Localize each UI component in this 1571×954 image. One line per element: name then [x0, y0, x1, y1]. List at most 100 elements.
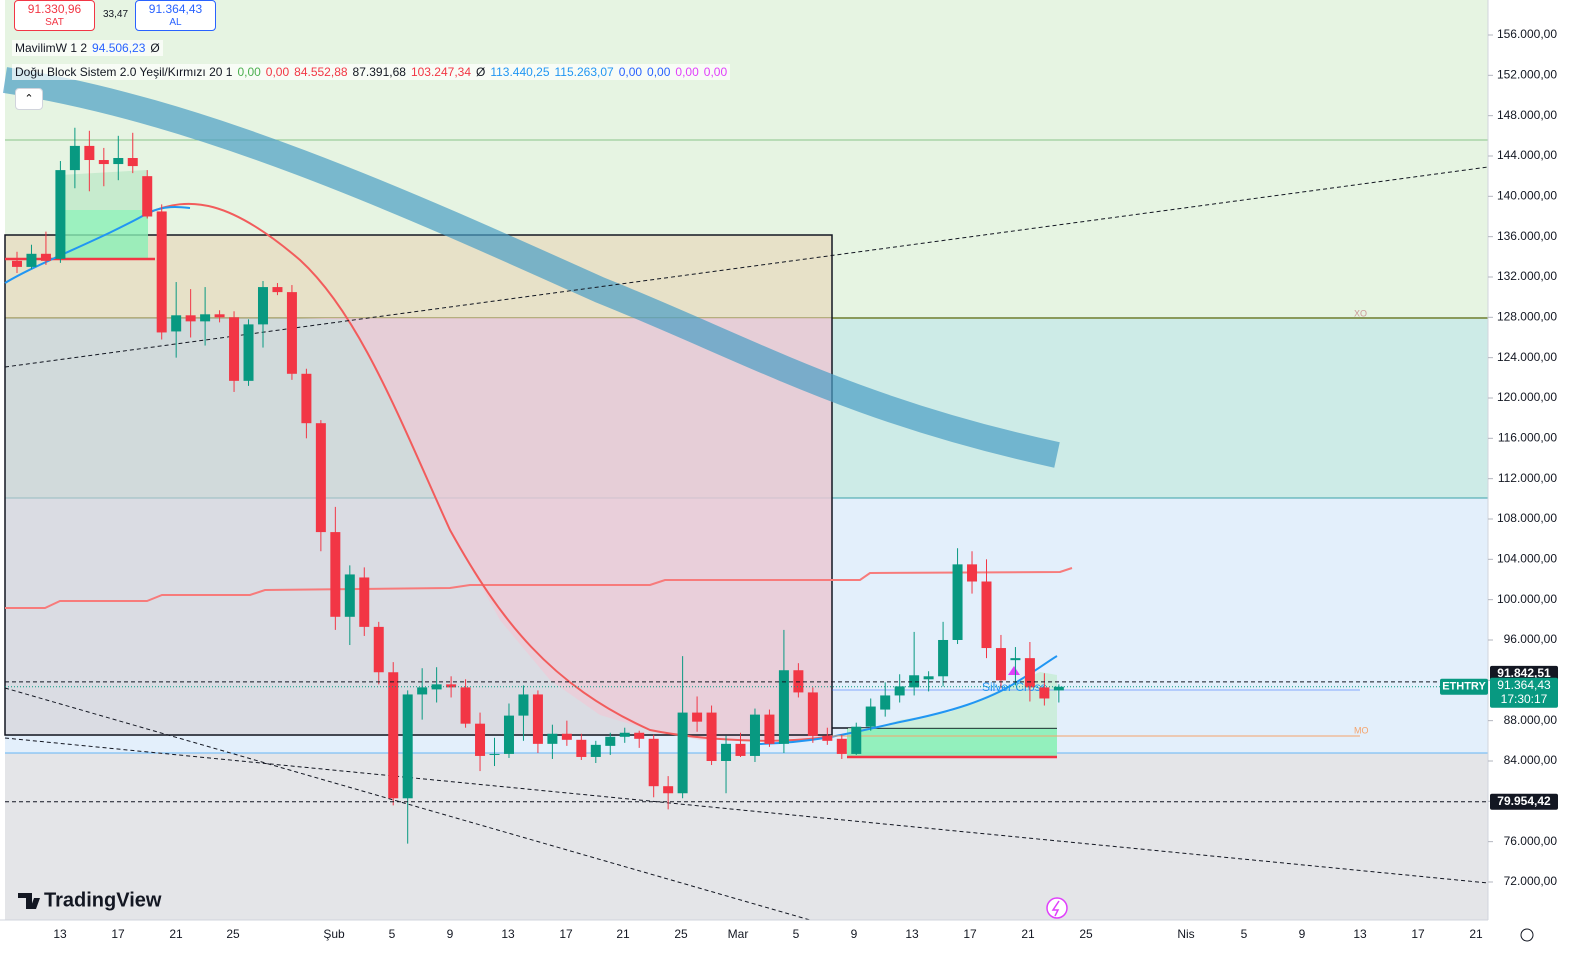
candle-body: [475, 723, 486, 756]
candle-body: [98, 160, 109, 165]
candle-body: [981, 581, 992, 649]
candle-body: [894, 686, 905, 696]
candle-body: [229, 317, 240, 381]
y-tick-label: 132.000,00: [1497, 269, 1557, 283]
candle-body: [851, 726, 862, 754]
x-tick-label: 25: [226, 927, 240, 941]
indicator-name: MavilimW 1 2: [15, 41, 88, 55]
x-tick-label: 21: [1021, 927, 1035, 941]
y-tick-label: 144.000,00: [1497, 148, 1557, 162]
candle-body: [156, 211, 167, 333]
y-tick-label: 124.000,00: [1497, 350, 1557, 364]
price-label-bg: [1490, 793, 1558, 810]
x-tick-label: Nis: [1177, 927, 1194, 941]
candle-body: [634, 732, 645, 739]
candle-body: [836, 738, 847, 754]
candle-body: [431, 684, 442, 690]
countdown: 17:30:17: [1501, 692, 1548, 706]
y-tick-label: 108.000,00: [1497, 511, 1557, 525]
y-tick-label: 84.000,00: [1504, 753, 1558, 767]
indicator-row: MavilimW 1 2 94.506,23 Ø: [12, 40, 163, 56]
candle-body: [663, 786, 674, 794]
candle-body: [40, 253, 51, 261]
candle-body: [1053, 686, 1064, 691]
candle-body: [778, 670, 789, 744]
candle-body: [677, 712, 688, 794]
sell-button[interactable]: 91.330,96 SAT: [14, 0, 95, 31]
candle-body: [692, 712, 703, 722]
candle-body: [749, 714, 760, 756]
indicator-value: 113.440,25: [490, 65, 550, 79]
candle-body: [503, 715, 514, 754]
candle-body: [315, 423, 326, 533]
indicator-value: 84.552,88: [294, 65, 348, 79]
candle-body: [721, 743, 732, 761]
y-tick-label: 152.000,00: [1497, 67, 1557, 81]
buy-button[interactable]: 91.364,43 AL: [135, 0, 216, 31]
candle-body: [489, 753, 500, 755]
symbol-label: ETHTRY: [1442, 681, 1486, 693]
settings-icon[interactable]: [1520, 928, 1534, 942]
buy-price: 91.364,43: [148, 2, 203, 16]
y-tick-label: 112.000,00: [1498, 471, 1557, 485]
candle-body: [402, 694, 413, 799]
x-tick-label: 13: [1353, 927, 1367, 941]
candle-body: [359, 577, 370, 627]
candle-body: [590, 744, 601, 757]
candle-body: [301, 373, 312, 424]
candle-body: [417, 687, 428, 695]
candle-body: [561, 733, 572, 740]
candle-body: [1024, 658, 1035, 688]
y-tick-label: 100.000,00: [1497, 592, 1557, 606]
candle-body: [257, 287, 268, 325]
candle-body: [518, 694, 529, 716]
candle-body: [995, 648, 1006, 681]
x-tick-label: 25: [674, 927, 688, 941]
price-label: 91.842,51: [1497, 666, 1551, 680]
y-tick-label: 104.000,00: [1497, 551, 1557, 565]
indicator-value: Ø: [150, 41, 160, 55]
x-tick-label: 9: [447, 927, 454, 941]
y-tick-label: 76.000,00: [1504, 834, 1558, 848]
x-tick-label: Şub: [323, 927, 345, 941]
candle-body: [1039, 687, 1050, 699]
candle-body: [142, 176, 153, 217]
candle-body: [735, 743, 746, 756]
x-tick-label: 17: [559, 927, 573, 941]
candle-body: [952, 564, 963, 640]
x-tick-label: 5: [1241, 927, 1248, 941]
y-tick-label: 120.000,00: [1497, 390, 1557, 404]
zone-label: MO: [1354, 725, 1369, 735]
candle-body: [286, 292, 297, 374]
x-tick-label: 9: [1299, 927, 1306, 941]
y-tick-label: 88.000,00: [1504, 713, 1558, 727]
symbol-bg: [1440, 678, 1488, 695]
last-price-label: 91.364,43: [1497, 678, 1551, 692]
axes: 156.000,00 152.000,00 148.000,00 144.000,00…: [5, 27, 1558, 941]
y-tick-label: 140.000,00: [1497, 188, 1557, 202]
y-tick-label: 136.000,00: [1497, 229, 1557, 243]
y-tick-label: 128.000,00: [1497, 309, 1557, 323]
indicator-value: 87.391,68: [352, 65, 406, 79]
candle-body: [344, 574, 355, 617]
x-tick-label: 21: [616, 927, 630, 941]
candle-body: [127, 158, 138, 167]
candle-body: [576, 739, 587, 757]
x-tick-label: 5: [389, 927, 396, 941]
candle-body: [793, 670, 804, 693]
buy-label: AL: [169, 17, 182, 28]
candle-body: [822, 735, 833, 741]
x-tick-label: 17: [963, 927, 977, 941]
collapse-button[interactable]: ⌃: [15, 88, 43, 110]
x-tick-label: 13: [501, 927, 515, 941]
x-tick-label: 9: [851, 927, 858, 941]
candle-body: [171, 315, 182, 332]
zone-label: XO: [1354, 308, 1367, 318]
indicator-value: Ø: [476, 65, 486, 79]
indicator-value: 0,00: [265, 65, 290, 79]
candle-body: [706, 712, 717, 761]
candle-body: [605, 736, 616, 746]
x-tick-label: 13: [53, 927, 67, 941]
y-tick-label: 156.000,00: [1497, 27, 1557, 41]
candle-body: [55, 170, 66, 259]
